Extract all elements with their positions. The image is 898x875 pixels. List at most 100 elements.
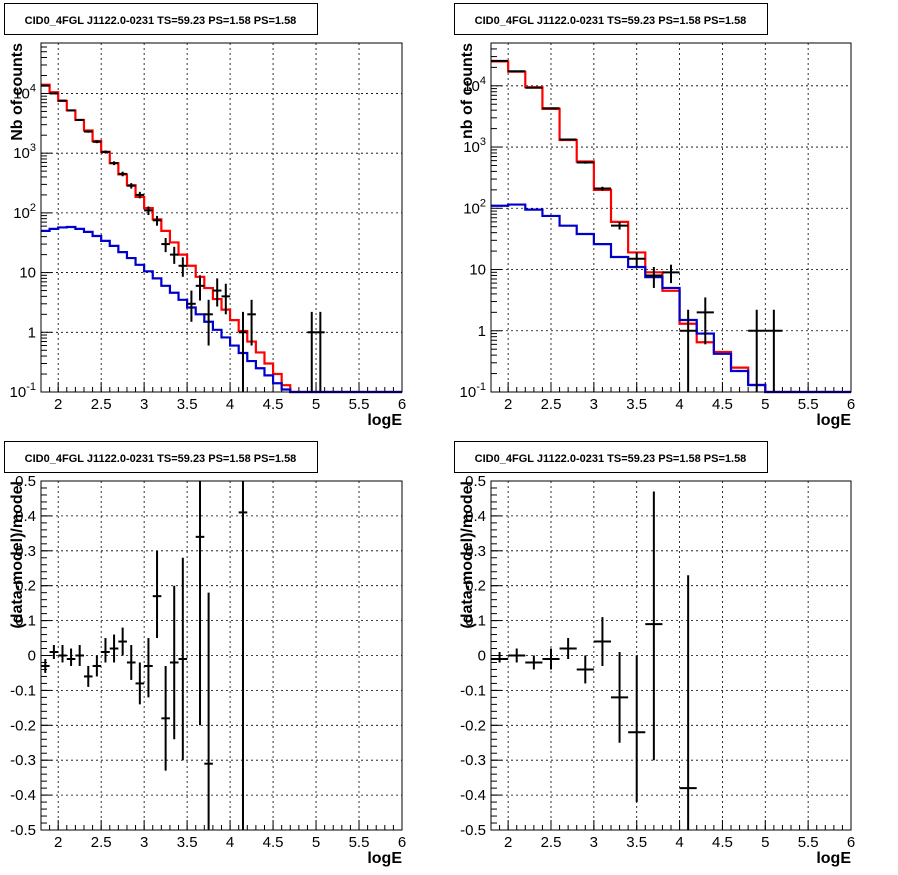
- data-point: [49, 92, 59, 95]
- x-tick-label: 5.5: [349, 834, 370, 851]
- y-tick-label: 0.1: [465, 613, 486, 630]
- x-tick-label: 2: [504, 834, 512, 851]
- data-point: [679, 309, 697, 392]
- y-tick-exponent: 4: [480, 75, 486, 87]
- data-point: [212, 278, 222, 307]
- y-tick-base: 10: [463, 200, 480, 217]
- data-point: [576, 655, 594, 684]
- y-tick-label: 0: [478, 648, 486, 665]
- data-point: [195, 481, 205, 726]
- x-tick-label: 3: [590, 834, 598, 851]
- plot-frame: [40, 42, 403, 393]
- x-tick-label: 5: [312, 834, 320, 851]
- data-point: [126, 645, 136, 680]
- y-tick-label: -0.5: [460, 822, 486, 839]
- data-point: [83, 665, 93, 687]
- data-point: [542, 648, 560, 670]
- x-tick-label: 6: [398, 396, 406, 413]
- chart-title: CID0_4FGL J1122.0-0231 TS=59.23 PS=1.58 …: [25, 453, 297, 465]
- y-tick-base: 10: [463, 139, 480, 156]
- data-point: [135, 191, 145, 199]
- y-tick-label: 102: [463, 197, 486, 217]
- data-point: [525, 655, 543, 670]
- y-tick-label: -0.1: [460, 682, 486, 699]
- y-tick-exponent: 3: [480, 136, 486, 148]
- chart-panel-1: 2 2.5 3 3.5 4 4.5 5 5.5 610-1110102103104logENb …: [4, 3, 406, 429]
- y-tick-label: 0.5: [15, 473, 36, 490]
- chart-title: CID0_4FGL J1122.0-0231 TS=59.23 PS=1.58 …: [475, 453, 747, 465]
- y-tick-label: -0.2: [10, 717, 36, 734]
- y-tick-label: 103: [463, 136, 486, 156]
- data-point: [679, 575, 697, 830]
- data-point: [144, 638, 153, 698]
- data-point: [645, 266, 663, 288]
- y-tick-label: 0.3: [465, 543, 486, 560]
- data-point: [49, 645, 59, 659]
- data-point: [593, 186, 611, 191]
- data-point: [66, 109, 76, 112]
- x-tick-label: 4.5: [712, 396, 733, 413]
- data-point: [92, 655, 102, 677]
- x-tick-label: 2.5: [91, 396, 112, 413]
- plot-frame: [490, 480, 852, 831]
- data-point: [611, 652, 629, 743]
- data-point: [187, 290, 196, 322]
- x-tick-label: 4: [226, 834, 234, 851]
- y-tick-base: 10: [463, 78, 480, 95]
- x-tick-label: 3: [140, 396, 148, 413]
- y-axis-label: (data-model)/model: [459, 481, 476, 629]
- x-axis-label: logE: [367, 412, 402, 429]
- y-tick-base: 10: [460, 384, 477, 401]
- data-point: [593, 617, 611, 666]
- y-tick-label: -0.5: [10, 822, 36, 839]
- x-tick-label: 2.5: [541, 396, 562, 413]
- data-point: [628, 252, 646, 267]
- data-point: [152, 215, 162, 226]
- x-tick-label: 5: [312, 396, 320, 413]
- x-tick-label: 4: [226, 396, 234, 413]
- data-point: [204, 299, 213, 346]
- x-tick-label: 2: [54, 396, 62, 413]
- y-tick-label: 0.5: [465, 473, 486, 490]
- data-point: [542, 107, 560, 110]
- x-tick-label: 6: [847, 834, 855, 851]
- y-tick-base: 10: [13, 85, 30, 102]
- chart-panel-4: 2 2.5 3 3.5 4 4.5 5 5.5 6 -0.5 -0.4 -0.3 -0.2 -0.1 0 0.…: [454, 441, 855, 867]
- y-tick-label: 10: [469, 262, 486, 279]
- y-tick-label: -0.3: [10, 752, 36, 769]
- data-point: [66, 648, 76, 666]
- data-point: [645, 491, 663, 761]
- chart-title-box: [454, 3, 768, 35]
- data-point: [58, 99, 67, 102]
- data-point: [238, 311, 248, 392]
- data-point: [765, 309, 783, 392]
- x-tick-label: 3.5: [626, 396, 647, 413]
- x-tick-label: 4: [675, 396, 683, 413]
- y-tick-label: 0.2: [465, 578, 486, 595]
- data-point: [126, 183, 136, 189]
- data-point: [491, 652, 509, 663]
- data-point: [508, 70, 526, 73]
- data-point: [101, 150, 110, 154]
- x-tick-label: 2.5: [541, 834, 562, 851]
- y-tick-exponent: 2: [30, 202, 36, 214]
- chart-title: CID0_4FGL J1122.0-0231 TS=59.23 PS=1.58 …: [25, 15, 297, 27]
- data-point: [178, 557, 188, 761]
- data-point: [109, 161, 119, 166]
- x-tick-label: 5: [761, 834, 769, 851]
- data-point: [525, 86, 543, 89]
- x-tick-label: 2: [504, 396, 512, 413]
- data-point: [559, 638, 577, 659]
- y-tick-exponent: -1: [476, 381, 486, 393]
- y-tick-label: 10-1: [10, 381, 36, 401]
- chart-panel-2: 2 2.5 3 3.5 4 4.5 5 5.5 610-1110102103104logEnb …: [454, 3, 855, 429]
- y-tick-label: 1: [28, 324, 36, 341]
- x-tick-label: 4.5: [712, 834, 733, 851]
- y-tick-label: 0.2: [15, 578, 36, 595]
- data-point: [92, 140, 102, 144]
- data-point: [611, 221, 629, 230]
- data-point: [83, 130, 93, 133]
- y-tick-label: -0.1: [10, 682, 36, 699]
- x-tick-label: 5.5: [798, 396, 819, 413]
- data-point: [101, 638, 110, 663]
